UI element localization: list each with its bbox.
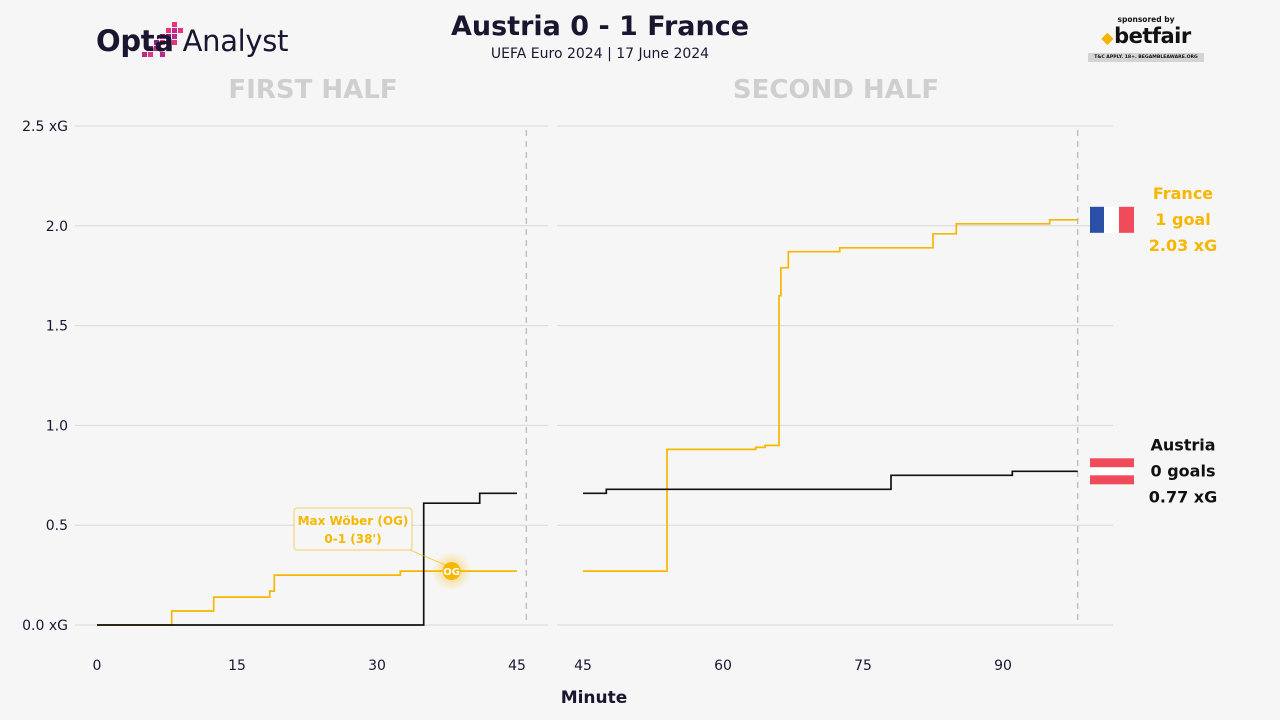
france-flag-red <box>1119 206 1134 233</box>
austria-label-1: Austria <box>1150 435 1215 454</box>
austria-flag-white <box>1090 467 1134 476</box>
y-tick-label: 2.5 xG <box>22 119 68 135</box>
betfair-arrow-icon: ◆ <box>1101 28 1114 47</box>
title-block: Austria 0 - 1 France UEFA Euro 2024 | 17… <box>390 10 810 63</box>
annotation-scorer: Max Wöber (OG) <box>298 514 409 528</box>
panel-title-1: FIRST HALF <box>228 75 397 105</box>
france-label-1: France <box>1153 184 1213 203</box>
x-tick-label: 0 <box>93 658 102 674</box>
sponsor-by-text: sponsored by <box>1117 15 1175 24</box>
france-label-3: 2.03 xG <box>1149 236 1218 255</box>
chart-subtitle: UEFA Euro 2024 | 17 June 2024 <box>490 46 710 62</box>
goal-marker <box>442 562 461 581</box>
x-tick-label: 60 <box>714 658 732 674</box>
france-flag-white <box>1104 206 1119 233</box>
austria-xg-line-first-half <box>97 492 517 626</box>
y-tick-label: 2.0 <box>46 219 68 235</box>
austria-flag-red-bottom <box>1090 475 1134 485</box>
x-tick-label: 90 <box>994 658 1012 674</box>
austria-label-2: 0 goals <box>1151 461 1216 480</box>
goal-marker-label: OG <box>443 567 460 578</box>
annotation-score: 0-1 (38') <box>324 532 381 546</box>
austria-flag-red-top <box>1090 458 1134 468</box>
x-tick-label: 15 <box>228 658 246 674</box>
x-tick-label: 75 <box>854 658 872 674</box>
france-xg-line-second-half <box>583 218 1078 572</box>
x-axis-label: Minute <box>561 688 628 708</box>
france-flag-blue <box>1090 206 1104 233</box>
brand-name-light: Analyst <box>173 24 289 58</box>
austria-label-3: 0.77 xG <box>1149 487 1218 506</box>
austria-xg-line-second-half <box>583 470 1078 495</box>
sponsor-badge: sponsored by ◆betfair T&C APPLY. 18+. BE… <box>1088 15 1204 62</box>
x-tick-label: 45 <box>508 658 526 674</box>
x-tick-label: 45 <box>574 658 592 674</box>
brand-name: Opta Analyst <box>96 24 288 58</box>
opta-logo-icon <box>142 22 183 57</box>
y-tick-label: 1.5 <box>46 319 68 335</box>
x-tick-label: 30 <box>368 658 386 674</box>
brand-name-bold: Opta <box>96 24 174 58</box>
france-xg-line-first-half <box>97 570 517 626</box>
annotation-connector <box>409 549 446 566</box>
chart-title: Austria 0 - 1 France <box>450 11 750 42</box>
sponsor-name: betfair <box>1114 24 1191 48</box>
panel-title-2: SECOND HALF <box>733 75 939 105</box>
y-tick-label: 0.0 xG <box>22 618 68 634</box>
sponsor-disclaimer: T&C APPLY. 18+. BEGAMBLEAWARE.ORG <box>1088 53 1204 62</box>
y-tick-label: 0.5 <box>46 518 68 534</box>
france-label-2: 1 goal <box>1155 210 1210 229</box>
annotation-box <box>293 507 413 551</box>
y-tick-label: 1.0 <box>46 418 68 434</box>
